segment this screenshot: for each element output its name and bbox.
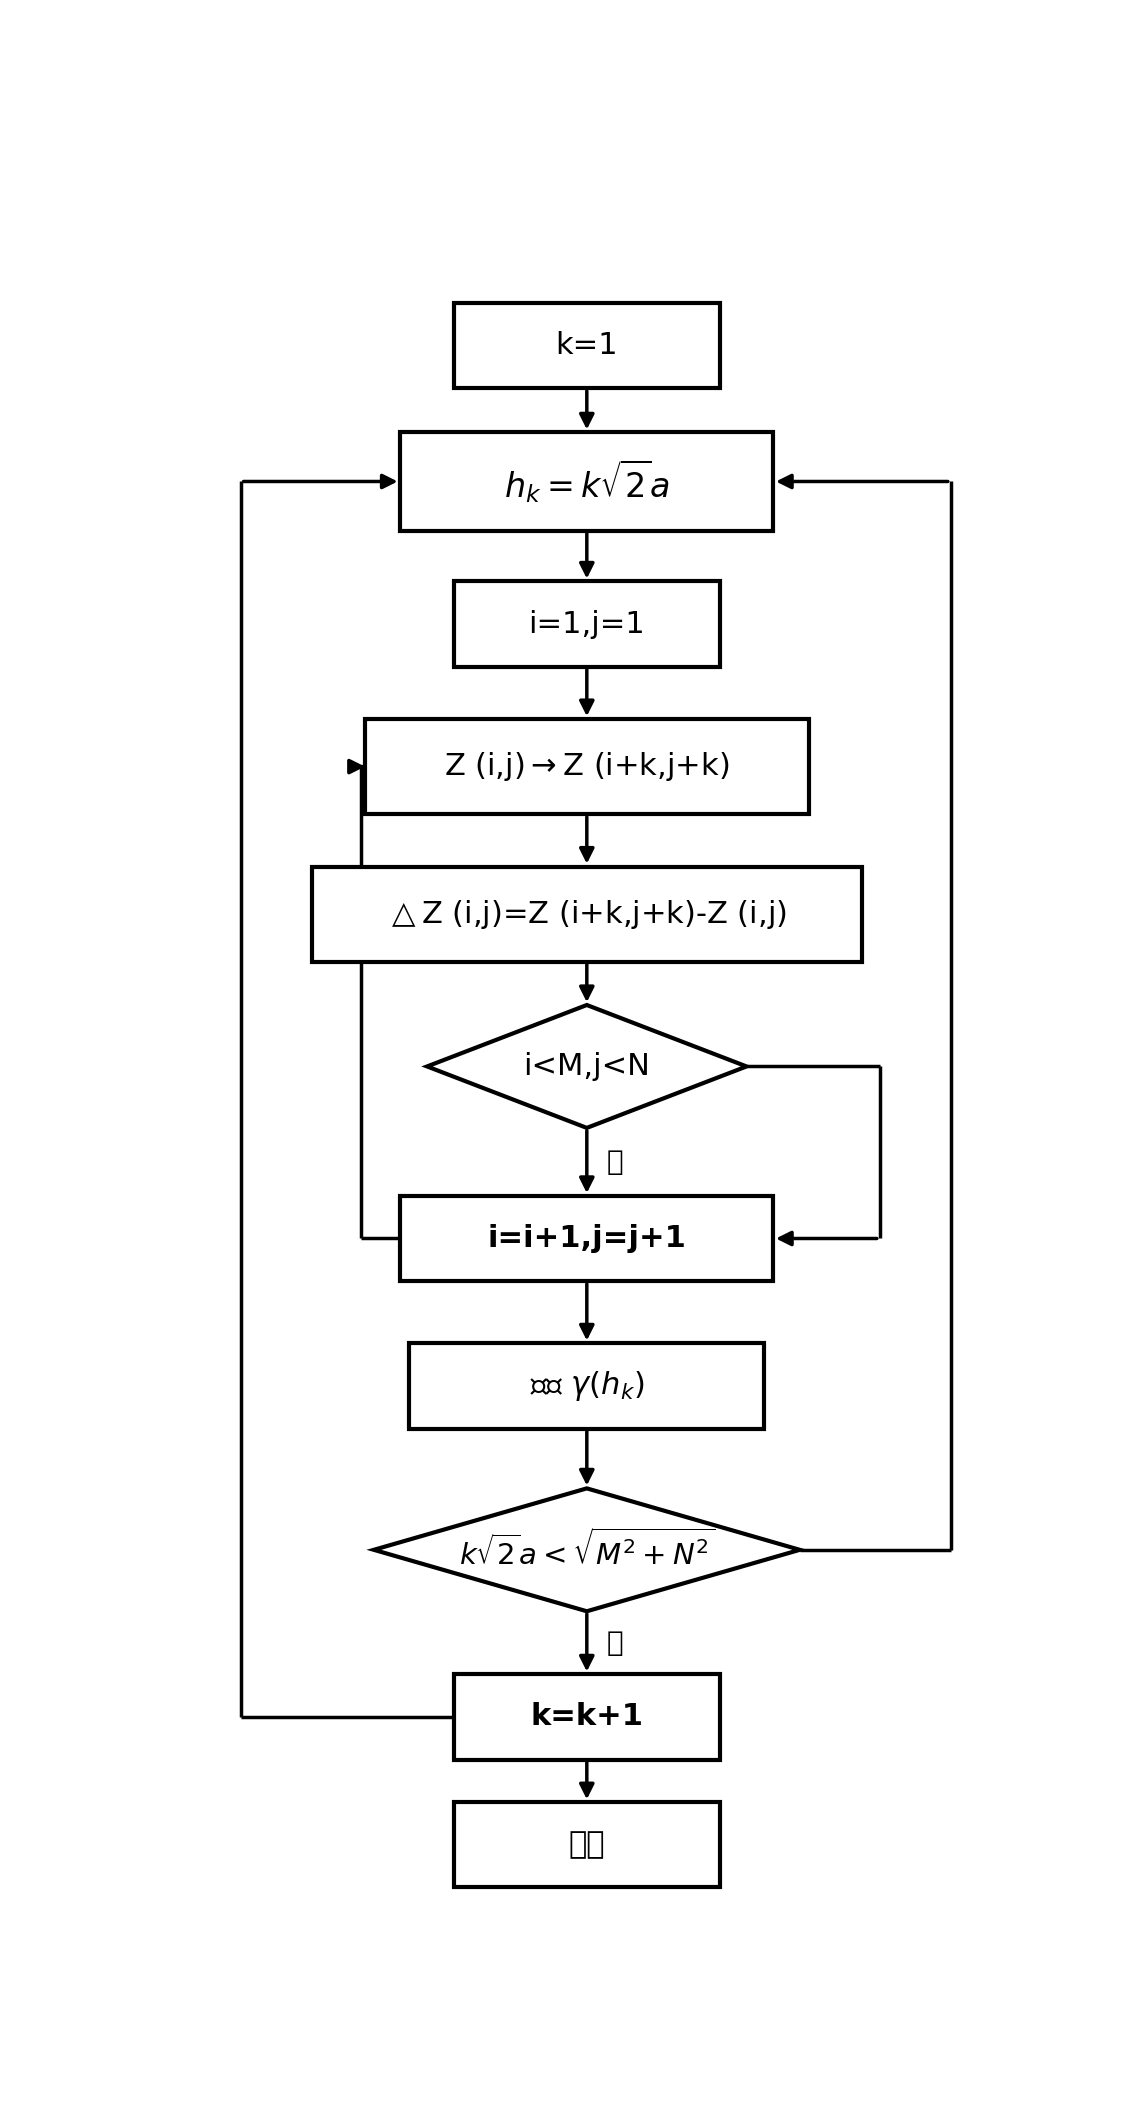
FancyBboxPatch shape — [453, 302, 720, 387]
Text: 退出: 退出 — [569, 1830, 605, 1860]
Polygon shape — [427, 1004, 747, 1128]
Text: Z (i,j)$\rightarrow$Z (i+k,j+k): Z (i,j)$\rightarrow$Z (i+k,j+k) — [444, 749, 729, 783]
Text: k=k+1: k=k+1 — [530, 1702, 643, 1732]
Text: i<M,j<N: i<M,j<N — [523, 1051, 650, 1081]
FancyBboxPatch shape — [311, 866, 862, 962]
Text: 是: 是 — [607, 1628, 623, 1658]
Text: 是: 是 — [607, 1147, 623, 1177]
FancyBboxPatch shape — [401, 432, 773, 530]
FancyBboxPatch shape — [453, 1802, 720, 1888]
Text: i=1,j=1: i=1,j=1 — [529, 609, 645, 638]
Text: $h_k = k\sqrt{2}a$: $h_k = k\sqrt{2}a$ — [504, 458, 670, 504]
Polygon shape — [373, 1487, 799, 1611]
FancyBboxPatch shape — [401, 1196, 773, 1281]
FancyBboxPatch shape — [410, 1343, 765, 1428]
FancyBboxPatch shape — [453, 1675, 720, 1760]
Text: $\triangle$Z (i,j)=Z (i+k,j+k)-Z (i,j): $\triangle$Z (i,j)=Z (i+k,j+k)-Z (i,j) — [386, 898, 788, 930]
FancyBboxPatch shape — [453, 581, 720, 666]
FancyBboxPatch shape — [365, 719, 808, 815]
Text: 求得 $\gamma(h_k)$: 求得 $\gamma(h_k)$ — [529, 1368, 645, 1402]
Text: k=1: k=1 — [555, 332, 618, 360]
Text: $k\sqrt{2}a<\sqrt{M^2+N^2}$: $k\sqrt{2}a<\sqrt{M^2+N^2}$ — [459, 1528, 714, 1570]
Text: i=i+1,j=j+1: i=i+1,j=j+1 — [488, 1224, 686, 1253]
